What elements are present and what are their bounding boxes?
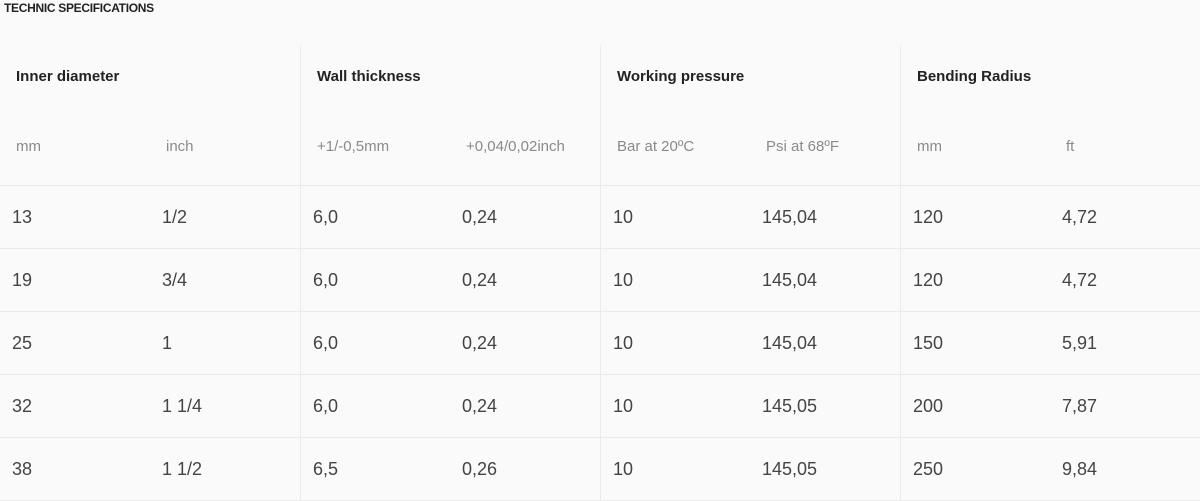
group-header-working-pressure: Working pressure <box>600 45 900 107</box>
table-cell: 38 <box>12 458 33 479</box>
table-cell: 145,04 <box>762 332 818 353</box>
table-cell: 120 <box>900 186 1050 248</box>
unit-header: inch <box>166 137 194 155</box>
unit-header: +0,04/0,02inch <box>466 137 565 155</box>
unit-header: mm <box>16 137 41 155</box>
table-row: 19 3/4 6,0 0,24 10 145,04 120 4,72 <box>0 249 1200 312</box>
table-cell: 250 <box>900 438 1050 500</box>
table-cell: 9,84 <box>1062 458 1098 479</box>
unit-header: Bar at 20ºC <box>600 107 750 185</box>
table-unit-header-row: mm inch +1/-0,5mm +0,04/0,02inch Bar at … <box>0 107 1200 186</box>
table-cell: 6,0 <box>300 186 450 248</box>
table-cell: 32 <box>12 395 33 416</box>
table-cell: 4,72 <box>1062 206 1098 227</box>
unit-header: mm <box>900 107 1050 185</box>
table-cell: 150 <box>900 312 1050 374</box>
table-cell: 145,05 <box>762 395 818 416</box>
table-cell: 120 <box>900 249 1050 311</box>
table-cell: 13 <box>12 206 33 227</box>
table-cell: 1/2 <box>162 206 188 227</box>
table-cell: 1 <box>162 332 173 353</box>
table-cell: 0,24 <box>462 395 498 416</box>
table-row: 13 1/2 6,0 0,24 10 145,04 120 4,72 <box>0 186 1200 249</box>
table-row: 32 1 1/4 6,0 0,24 10 145,05 200 7,87 <box>0 375 1200 438</box>
table-cell: 6,0 <box>300 375 450 437</box>
table-cell: 200 <box>900 375 1050 437</box>
group-header-inner-diameter: Inner diameter <box>16 67 120 85</box>
table-cell: 145,04 <box>762 269 818 290</box>
table-row: 38 1 1/2 6,5 0,26 10 145,05 250 9,84 <box>0 438 1200 501</box>
table-cell: 6,0 <box>300 249 450 311</box>
table-cell: 0,24 <box>462 269 498 290</box>
unit-header: ft <box>1066 137 1075 155</box>
table-cell: 1 1/4 <box>162 395 203 416</box>
table-cell: 10 <box>600 186 750 248</box>
unit-header: Psi at 68ºF <box>766 137 840 155</box>
table-cell: 25 <box>12 332 33 353</box>
table-cell: 7,87 <box>1062 395 1098 416</box>
table-cell: 6,5 <box>300 438 450 500</box>
table-cell: 10 <box>600 438 750 500</box>
table-cell: 145,05 <box>762 458 818 479</box>
table-cell: 10 <box>600 375 750 437</box>
table-cell: 19 <box>12 269 33 290</box>
table-row: 25 1 6,0 0,24 10 145,04 150 5,91 <box>0 312 1200 375</box>
table-cell: 0,24 <box>462 206 498 227</box>
group-header-wall-thickness: Wall thickness <box>300 45 600 107</box>
table-cell: 5,91 <box>1062 332 1098 353</box>
table-cell: 1 1/2 <box>162 458 203 479</box>
table-cell: 3/4 <box>162 269 188 290</box>
group-header-bending-radius: Bending Radius <box>900 45 1200 107</box>
unit-header: +1/-0,5mm <box>300 107 450 185</box>
table-cell: 0,26 <box>462 458 498 479</box>
table-cell: 4,72 <box>1062 269 1098 290</box>
specifications-table: Inner diameter Wall thickness Working pr… <box>0 45 1200 501</box>
table-cell: 0,24 <box>462 332 498 353</box>
table-cell: 145,04 <box>762 206 818 227</box>
table-group-header-row: Inner diameter Wall thickness Working pr… <box>0 45 1200 107</box>
page-title: TECHNIC SPECIFICATIONS <box>4 1 154 15</box>
table-cell: 6,0 <box>300 312 450 374</box>
table-cell: 10 <box>600 312 750 374</box>
table-cell: 10 <box>600 249 750 311</box>
